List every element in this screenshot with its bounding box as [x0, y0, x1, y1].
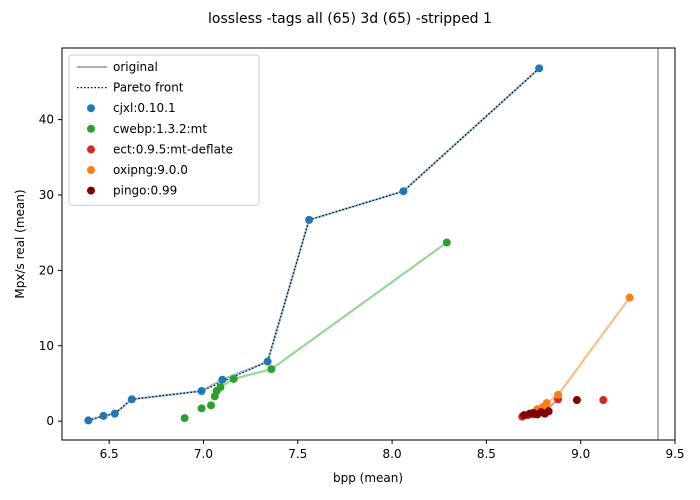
data-point: [218, 375, 227, 384]
data-point: [267, 365, 276, 374]
data-point: [216, 383, 225, 392]
legend-marker: [87, 186, 95, 195]
x-axis-label: bpp (mean): [333, 471, 403, 485]
data-point: [305, 215, 314, 224]
data-point: [263, 357, 272, 366]
x-tick-label: 6.5: [100, 447, 119, 461]
data-point: [84, 416, 93, 425]
x-tick-label: 7.0: [194, 447, 213, 461]
data-point: [127, 395, 136, 404]
plot-area: [84, 48, 659, 440]
chart-title: lossless -tags all (65) 3d (65) -strippe…: [208, 11, 492, 27]
data-point: [554, 390, 563, 399]
data-point: [229, 374, 238, 383]
y-tick-label: 0: [46, 414, 54, 428]
legend-box: [68, 54, 260, 206]
data-point: [99, 411, 108, 420]
x-tick-label: 9.0: [571, 447, 590, 461]
data-point: [442, 238, 451, 247]
y-tick-label: 20: [39, 263, 54, 277]
data-point: [207, 401, 216, 410]
legend-label-pareto: Pareto front: [113, 81, 184, 95]
legend-marker: [87, 124, 95, 133]
legend-label: oxipng:9.0.0: [113, 163, 188, 177]
data-point: [110, 409, 119, 418]
y-axis-label: Mpx/s real (mean): [13, 189, 27, 298]
data-point: [180, 414, 189, 423]
data-point: [625, 293, 634, 302]
data-point: [535, 64, 544, 73]
legend-label: cjxl:0.10.1: [113, 101, 176, 115]
data-point: [197, 404, 206, 413]
axes: 6.5 7.0 7.5 8.0 8.5 9.0 9.5 0 10 20 30 40: [39, 113, 685, 461]
legend-label: pingo:0.99: [113, 184, 177, 198]
series-line: [219, 241, 448, 389]
data-point: [197, 387, 206, 395]
y-tick-label: 10: [39, 339, 54, 353]
legend-label-original: original: [113, 60, 158, 74]
x-tick-label: 8.0: [383, 447, 402, 461]
data-point: [599, 396, 608, 405]
legend-label: ect:0.9.5:mt-deflate: [113, 142, 233, 156]
y-tick-label: 40: [39, 113, 54, 127]
x-tick-label: 7.5: [288, 447, 307, 461]
data-point: [572, 396, 581, 405]
series-line: [536, 296, 631, 411]
data-point: [399, 187, 408, 196]
data-point: [542, 399, 551, 408]
data-point: [544, 407, 553, 416]
y-tick-label: 30: [39, 188, 54, 202]
legend: original Pareto front cjxl:0.10.1 cwebp:1.3…: [68, 54, 260, 206]
plot-frame: [61, 47, 676, 441]
x-tick-label: 9.5: [665, 447, 684, 461]
legend-label: cwebp:1.3.2:mt: [113, 122, 207, 136]
legend-marker: [87, 145, 95, 154]
x-tick-label: 8.5: [477, 447, 496, 461]
legend-marker: [87, 166, 95, 174]
legend-marker: [87, 104, 95, 113]
